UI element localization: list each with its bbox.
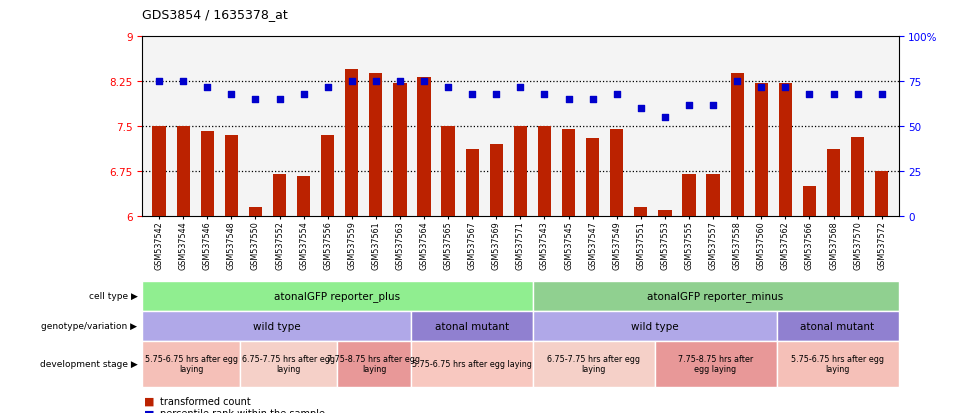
Text: 6.75-7.75 hrs after egg
laying: 6.75-7.75 hrs after egg laying — [242, 354, 335, 373]
Bar — [369, 74, 382, 217]
Bar — [654, 341, 776, 387]
Bar — [532, 281, 899, 311]
Bar — [610, 130, 624, 217]
Point — [344, 79, 359, 85]
Text: 6.75-7.75 hrs after egg
laying: 6.75-7.75 hrs after egg laying — [547, 354, 640, 373]
Bar — [142, 341, 240, 387]
Text: 7.75-8.75 hrs after egg
laying: 7.75-8.75 hrs after egg laying — [328, 354, 421, 373]
Bar — [490, 145, 503, 217]
Text: cell type ▶: cell type ▶ — [88, 292, 137, 300]
Point — [224, 91, 239, 98]
Bar — [297, 176, 310, 217]
Bar — [417, 78, 431, 217]
Point — [200, 84, 215, 91]
Point — [874, 91, 889, 98]
Point — [296, 91, 311, 98]
Bar — [850, 138, 864, 217]
Bar — [532, 341, 654, 387]
Bar — [465, 150, 479, 217]
Bar — [410, 341, 532, 387]
Text: development stage ▶: development stage ▶ — [39, 359, 137, 368]
Bar — [562, 130, 576, 217]
Bar — [153, 127, 165, 217]
Bar — [337, 341, 410, 387]
Bar — [177, 127, 190, 217]
Point — [537, 91, 553, 98]
Point — [248, 97, 263, 103]
Point — [585, 97, 601, 103]
Point — [633, 106, 649, 112]
Point — [368, 79, 383, 85]
Bar — [706, 175, 720, 217]
Text: GDS3854 / 1635378_at: GDS3854 / 1635378_at — [142, 8, 288, 21]
Bar — [410, 311, 532, 341]
Point — [825, 91, 841, 98]
Bar — [776, 341, 899, 387]
Text: ■: ■ — [144, 408, 155, 413]
Point — [609, 91, 625, 98]
Bar — [201, 132, 214, 217]
Text: 7.75-8.75 hrs after
egg laying: 7.75-8.75 hrs after egg laying — [678, 354, 753, 373]
Bar — [730, 74, 744, 217]
Bar — [538, 127, 551, 217]
Point — [320, 84, 335, 91]
Bar — [142, 311, 410, 341]
Point — [176, 79, 191, 85]
Bar — [776, 311, 899, 341]
Text: transformed count: transformed count — [160, 396, 250, 406]
Text: genotype/variation ▶: genotype/variation ▶ — [41, 322, 137, 330]
Bar — [875, 172, 888, 217]
Bar — [321, 136, 334, 217]
Bar — [240, 341, 337, 387]
Bar — [682, 175, 696, 217]
Point — [681, 102, 697, 109]
Text: ■: ■ — [144, 396, 155, 406]
Text: percentile rank within the sample: percentile rank within the sample — [160, 408, 325, 413]
Bar — [514, 127, 527, 217]
Text: atonalGFP reporter_minus: atonalGFP reporter_minus — [648, 290, 783, 301]
Point — [705, 102, 721, 109]
Point — [392, 79, 407, 85]
Text: 5.75-6.75 hrs after egg
laying: 5.75-6.75 hrs after egg laying — [791, 354, 884, 373]
Point — [416, 79, 431, 85]
Text: wild type: wild type — [630, 321, 678, 331]
Bar — [345, 70, 358, 217]
Text: atonal mutant: atonal mutant — [434, 321, 508, 331]
Bar — [393, 84, 407, 217]
Point — [272, 97, 287, 103]
Bar — [225, 136, 238, 217]
Bar — [586, 139, 600, 217]
Point — [440, 84, 456, 91]
Text: 5.75-6.75 hrs after egg laying: 5.75-6.75 hrs after egg laying — [411, 359, 531, 368]
Point — [561, 97, 577, 103]
Point — [777, 84, 793, 91]
Bar — [532, 311, 776, 341]
Text: atonal mutant: atonal mutant — [801, 321, 875, 331]
Bar — [778, 84, 792, 217]
Text: atonalGFP reporter_plus: atonalGFP reporter_plus — [274, 290, 401, 301]
Point — [464, 91, 480, 98]
Point — [729, 79, 745, 85]
Point — [850, 91, 865, 98]
Bar — [634, 208, 648, 217]
Bar — [658, 211, 672, 217]
Text: 5.75-6.75 hrs after egg
laying: 5.75-6.75 hrs after egg laying — [144, 354, 237, 373]
Text: wild type: wild type — [253, 321, 300, 331]
Point — [657, 115, 673, 121]
Bar — [142, 281, 532, 311]
Point — [513, 84, 529, 91]
Bar — [249, 208, 262, 217]
Point — [152, 79, 167, 85]
Point — [801, 91, 817, 98]
Bar — [273, 175, 286, 217]
Point — [753, 84, 769, 91]
Bar — [754, 84, 768, 217]
Bar — [802, 187, 816, 217]
Bar — [826, 150, 840, 217]
Bar — [441, 127, 455, 217]
Point — [488, 91, 504, 98]
